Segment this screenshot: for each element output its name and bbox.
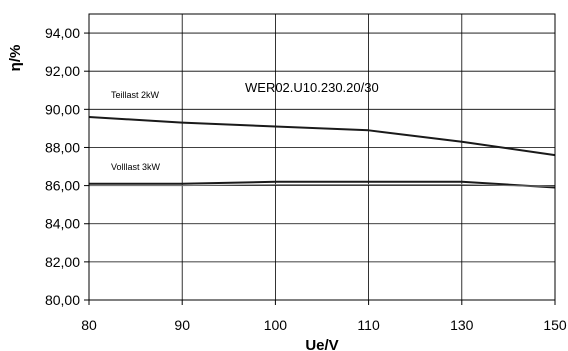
series-lines (88, 115, 556, 189)
y-tick-label: 94,00 (45, 25, 80, 41)
model-annotation: WER02.U10.230.20/30 (245, 80, 379, 95)
y-tick-label: 80,00 (45, 292, 80, 308)
series-line-3 (89, 184, 556, 188)
full-load-annotation: Volllast 3kW (111, 162, 161, 172)
y-tick-label: 88,00 (45, 139, 80, 155)
x-tick-label: 80 (81, 317, 97, 333)
y-tick-label: 90,00 (45, 101, 80, 117)
y-tick-label: 92,00 (45, 63, 80, 79)
plot-frame (88, 13, 556, 301)
y-tick-label: 86,00 (45, 178, 80, 194)
y-axis-label: η/% (7, 45, 24, 72)
x-tick-label: 100 (264, 317, 288, 333)
x-axis-label: Ue/V (305, 337, 338, 351)
x-tick-label: 110 (357, 317, 380, 333)
x-tick-label: 90 (174, 317, 190, 333)
y-tick-label: 82,00 (45, 254, 80, 270)
x-tick-label: 130 (450, 317, 474, 333)
series-line-2 (89, 180, 556, 189)
tick-labels: 80,00 82,00 84,00 86,00 88,00 90,00 92,00 94,00… (45, 25, 567, 333)
y-tick-label: 84,00 (45, 216, 80, 232)
partial-load-annotation: Teillast 2kW (111, 90, 160, 100)
series-line-1 (88, 115, 556, 157)
x-tick-label: 150 (543, 317, 567, 333)
grid (84, 14, 556, 305)
